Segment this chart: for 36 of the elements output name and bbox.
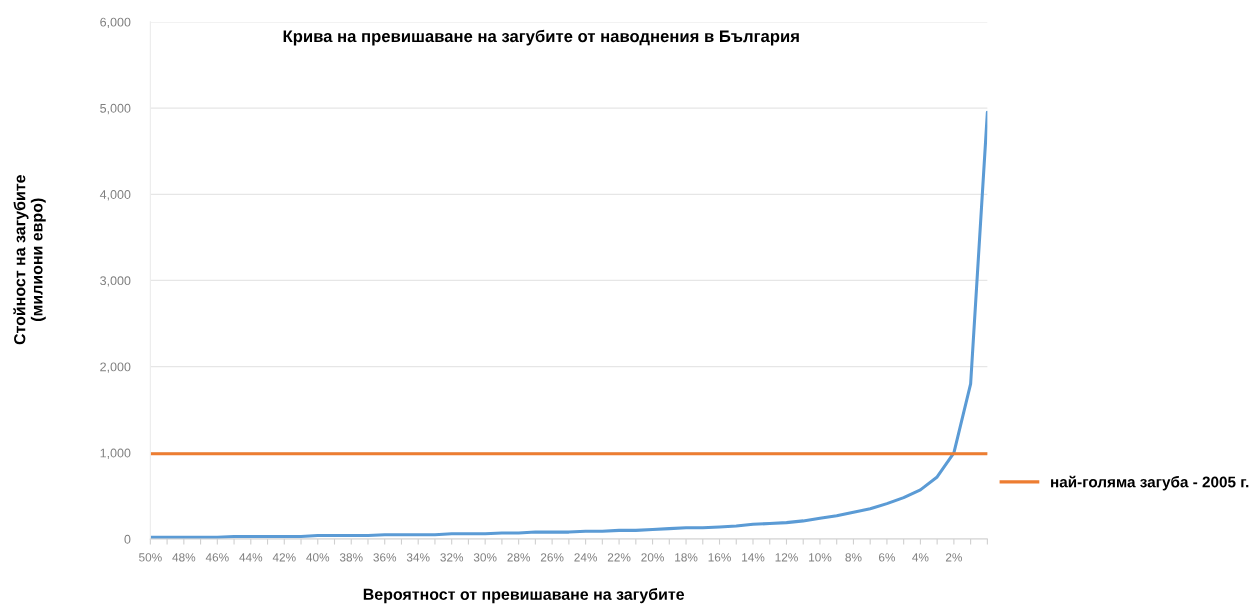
y-tick-label: 6,000 [100,17,131,29]
y-tick-label: 0 [124,534,131,544]
x-tick-label: 42% [272,553,296,562]
y-tick-label: 4,000 [99,190,131,201]
x-tick-label: 50% [139,553,162,562]
x-tick-label: 28% [507,553,531,562]
x-tick-label: 10% [809,553,832,562]
x-tick-label: 14% [742,553,765,562]
x-tick-label: 46% [205,553,229,562]
x-tick-label: 22% [607,553,631,562]
y-axis-title: Стойност на загубите (милиони евро) [13,175,46,345]
x-tick-label: 24% [574,553,597,562]
x-tick-label: 36% [373,553,397,562]
y-tick-label: 5,000 [100,103,131,115]
x-tick-label: 12% [775,553,798,562]
x-tick-label: 34% [406,553,430,562]
legend-label: най-голяма загуба - 2005 г. [1051,475,1249,491]
x-tick-label: 44% [239,553,263,562]
x-tick-label: 18% [675,553,698,562]
y-tick-label: 1,000 [100,448,131,459]
x-tick-label: 6% [878,553,896,562]
x-tick-label: 2% [945,553,962,562]
chart-title: Крива на превишаване на загубите от наводнения в България [283,29,799,46]
x-tick-label: 30% [473,553,497,562]
x-tick-label: 48% [172,553,196,562]
y-tick-label: 3,000 [100,276,131,287]
x-tick-label: 32% [440,553,464,562]
x-axis-title: Вероятност от превишаване на загубите [363,588,685,604]
x-tick-label: 38% [339,553,363,562]
x-tick-label: 26% [540,553,564,562]
x-tick-label: 16% [708,553,731,562]
x-tick-label: 40% [306,553,330,562]
x-tick-label: 8% [845,553,862,562]
x-tick-label: 20% [641,553,664,562]
x-tick-label: 4% [912,553,929,562]
y-tick-label: 2,000 [100,362,131,373]
